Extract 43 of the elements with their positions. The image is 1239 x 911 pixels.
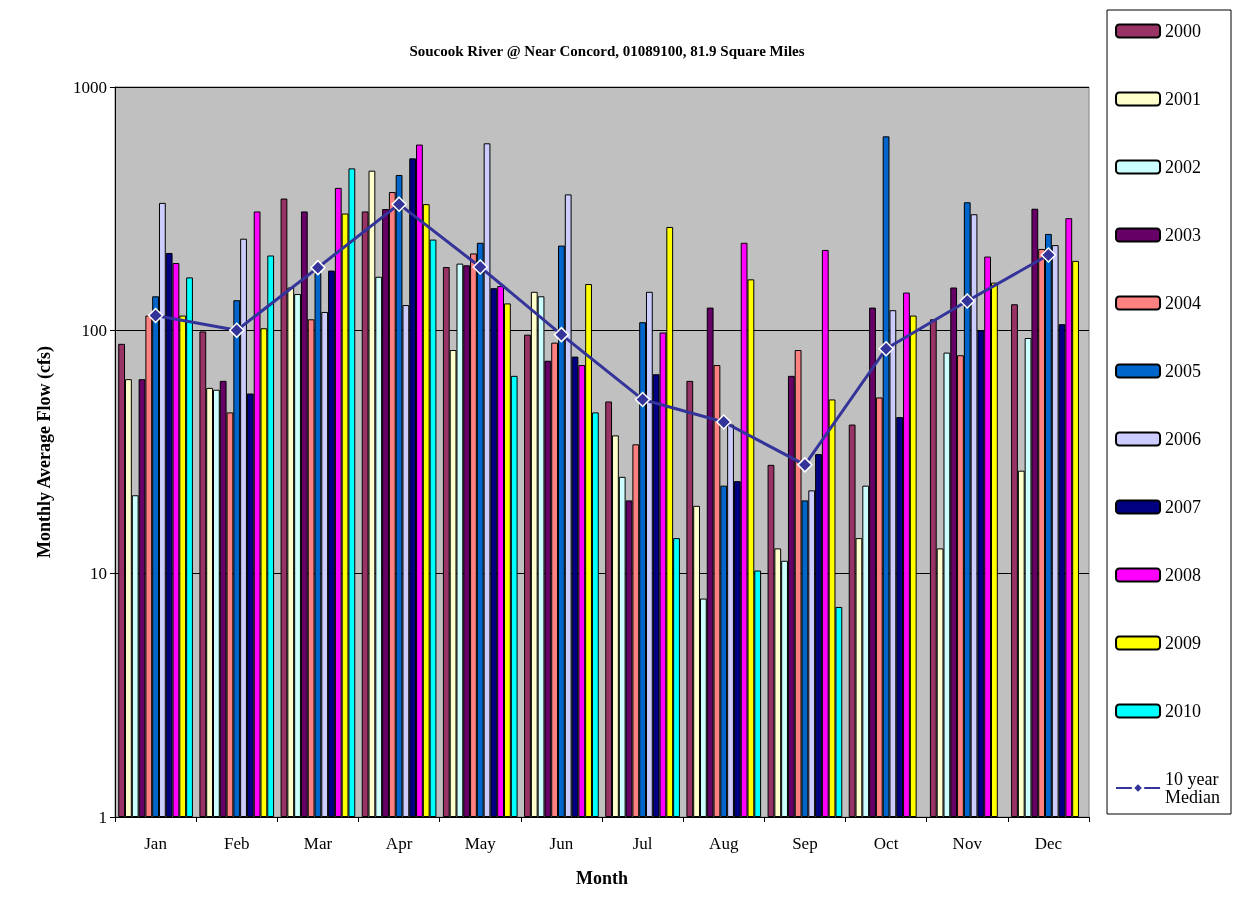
point bbox=[959, 293, 975, 309]
legend-label: 2006 bbox=[1165, 429, 1202, 449]
x-tick-label: Aug bbox=[709, 834, 739, 853]
legend-label: 2004 bbox=[1165, 293, 1202, 313]
legend-label: 2009 bbox=[1165, 633, 1202, 653]
point bbox=[553, 326, 570, 343]
legend-label: 2007 bbox=[1165, 497, 1202, 517]
legend-label: 2003 bbox=[1165, 225, 1202, 245]
legend-label: 10 year Median bbox=[1165, 769, 1224, 807]
legend-label: 2008 bbox=[1165, 565, 1202, 585]
x-tick-label: Dec bbox=[1034, 834, 1063, 853]
point bbox=[229, 322, 245, 339]
x-tick-label: Sep bbox=[792, 834, 818, 853]
x-tick-label: Nov bbox=[952, 834, 983, 853]
point bbox=[797, 457, 813, 473]
point bbox=[634, 391, 651, 408]
legend-label: 2005 bbox=[1165, 361, 1202, 381]
x-tick-label: Mar bbox=[303, 834, 333, 853]
y-tick-label: 1 bbox=[98, 807, 107, 827]
x-tick-label: Jun bbox=[549, 834, 574, 853]
x-tick-label: May bbox=[464, 834, 497, 853]
legend-label: 2010 bbox=[1165, 701, 1202, 721]
x-tick-label: Feb bbox=[224, 834, 250, 853]
x-tick-label: Apr bbox=[385, 834, 413, 853]
y-tick-label: 1000 bbox=[73, 77, 107, 97]
chart-title: Soucook River @ Near Concord, 01089100, 81.9 Square Miles bbox=[409, 42, 805, 59]
point bbox=[147, 307, 164, 324]
point bbox=[716, 414, 732, 430]
legend-label: 2001 bbox=[1165, 89, 1202, 109]
legend-label: 2002 bbox=[1165, 157, 1202, 177]
point bbox=[472, 259, 488, 275]
point bbox=[391, 196, 407, 212]
x-tick-label: Oct bbox=[873, 834, 899, 853]
y-tick-label: 100 bbox=[81, 320, 107, 340]
point bbox=[1040, 247, 1057, 263]
point bbox=[310, 259, 326, 276]
x-tick-label: Jan bbox=[144, 834, 168, 853]
y-axis-title: Monthly Average Flow (cfs) bbox=[34, 345, 55, 559]
legend-label: 2000 bbox=[1165, 21, 1202, 41]
y-tick-label: 10 bbox=[90, 564, 107, 584]
x-tick-label: Jul bbox=[632, 834, 653, 853]
x-axis-title: Month bbox=[575, 868, 629, 888]
point bbox=[878, 341, 894, 357]
